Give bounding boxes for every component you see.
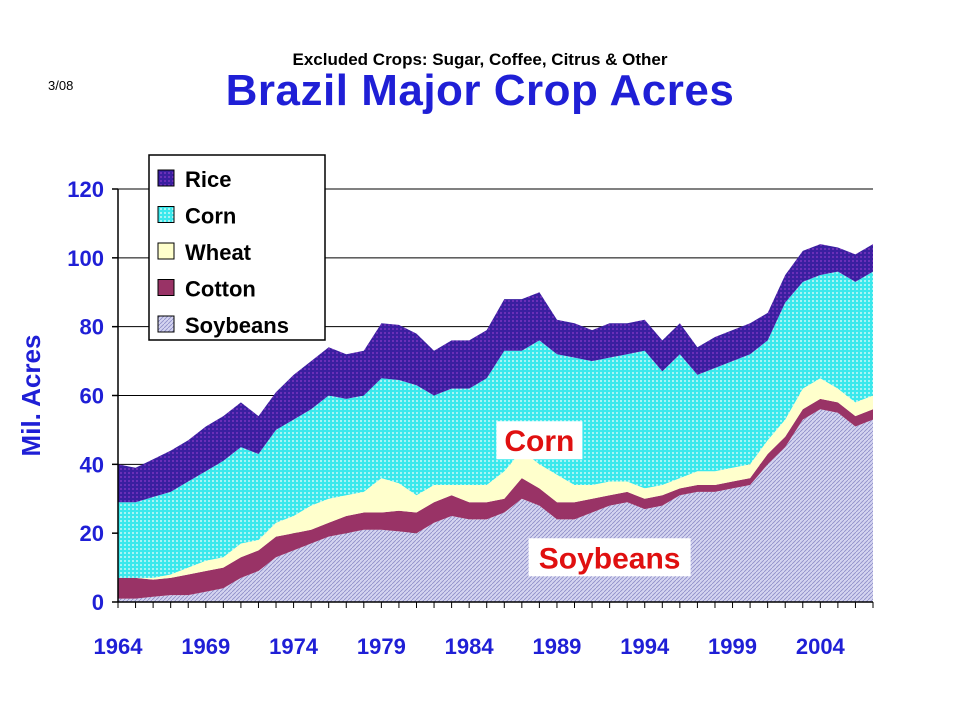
x-tick-label: 1994: [620, 634, 670, 659]
legend-swatch-wheat: [157, 242, 175, 260]
y-tick-label: 100: [67, 246, 104, 271]
y-tick-label: 60: [80, 384, 104, 409]
y-tick-label: 0: [92, 590, 104, 615]
legend-label-corn: Corn: [185, 204, 236, 229]
area-corn: [118, 271, 873, 578]
x-tick-label: 1974: [269, 634, 319, 659]
x-tick-label: 2004: [796, 634, 846, 659]
axes: 0 20 40 60 80 100 120 1964 1969 1974 1979 1984 1989 1…: [16, 177, 874, 659]
area-cotton: [118, 398, 873, 599]
legend-swatch-cotton: [157, 279, 175, 296]
y-tick-label: 120: [67, 177, 104, 202]
legend-swatch-corn: [157, 206, 175, 223]
x-tick-label: 1999: [708, 634, 757, 659]
area-rice: [118, 244, 873, 503]
annotation-box: [528, 538, 691, 577]
annotation-box: [496, 421, 583, 460]
legend-label-cotton: Cotton: [185, 277, 256, 302]
x-tick-label: 1984: [445, 634, 495, 659]
x-tick-label: 1964: [94, 634, 144, 659]
y-tick-label: 20: [80, 521, 104, 546]
y-tick-label: 40: [80, 452, 104, 477]
legend-label-rice: Rice: [185, 167, 231, 192]
legend-label-wheat: Wheat: [185, 240, 252, 265]
chart-subtitle: Excluded Crops: Sugar, Coffee, Citrus & …: [292, 50, 668, 69]
x-tick-label: 1969: [181, 634, 230, 659]
x-tick-label: 1989: [532, 634, 581, 659]
annotations: Corn Soybeans: [496, 421, 691, 577]
date-note: 3/08: [48, 78, 74, 93]
area-wheat: [118, 378, 873, 580]
y-axis-title: Mil. Acres: [16, 335, 46, 457]
x-tick-label: 1979: [357, 634, 406, 659]
annotation-corn: Corn: [504, 425, 574, 458]
y-tick-label: 80: [80, 315, 104, 340]
legend-swatch-soybeans: [157, 315, 175, 333]
legend-label-soybeans: Soybeans: [185, 313, 289, 338]
legend-box: [148, 154, 326, 341]
annotation-soybeans: Soybeans: [539, 542, 681, 575]
legend: Rice Corn Wheat Cotton Soybeans: [148, 154, 326, 341]
chart-title: Brazil Major Crop Acres: [225, 66, 735, 115]
legend-swatch-rice: [157, 169, 175, 187]
